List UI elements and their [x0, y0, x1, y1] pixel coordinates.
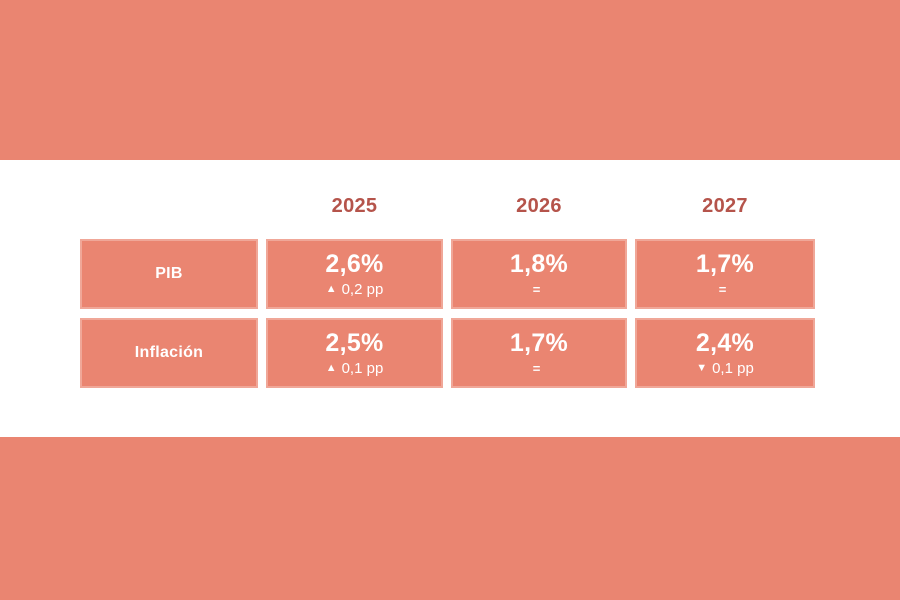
triangle-up-icon: ▲	[325, 282, 337, 295]
change-text: 0,1 pp	[712, 359, 754, 377]
equals-icon: =	[718, 281, 727, 297]
change-pib-2025: ▲ 0,2 pp	[326, 282, 384, 297]
year-header-2027: 2027	[702, 195, 748, 217]
year-header-row: 2025 2026 2027	[80, 195, 815, 218]
forecast-table: PIB 2,6% ▲ 0,2 pp 1,8% = 1,7% = Inflació…	[80, 239, 815, 388]
change-text: 0,1 pp	[341, 359, 384, 377]
cell-inflacion-2025: 2,5% ▲ 0,1 pp	[266, 318, 443, 388]
cell-inflacion-2026: 1,7% =	[451, 318, 627, 388]
value-pib-2027: 1,7%	[695, 250, 755, 279]
year-header-spacer	[80, 195, 258, 218]
row-label-inflacion: Inflación	[80, 318, 258, 388]
change-inflacion-2025: ▲ 0,1 pp	[326, 361, 384, 376]
triangle-down-icon: ▼	[696, 361, 708, 374]
value-pib-2025: 2,6%	[325, 250, 384, 279]
year-header-2025: 2025	[331, 195, 378, 217]
change-text: 0,2 pp	[341, 280, 384, 298]
value-inflacion-2027: 2,4%	[695, 329, 755, 358]
change-inflacion-2026: =	[533, 361, 546, 376]
cell-pib-2027: 1,7% =	[635, 239, 815, 309]
year-header-2026: 2026	[516, 195, 562, 217]
change-pib-2027: =	[719, 282, 732, 297]
cell-pib-2025: 2,6% ▲ 0,2 pp	[266, 239, 443, 309]
change-pib-2026: =	[533, 282, 546, 297]
value-pib-2026: 1,8%	[509, 250, 569, 279]
bottom-color-band	[0, 437, 900, 600]
triangle-up-icon: ▲	[325, 361, 337, 374]
value-inflacion-2026: 1,7%	[509, 329, 569, 358]
equals-icon: =	[532, 281, 541, 297]
value-inflacion-2025: 2,5%	[325, 329, 384, 358]
cell-pib-2026: 1,8% =	[451, 239, 627, 309]
change-inflacion-2027: ▼ 0,1 pp	[696, 361, 754, 376]
cell-inflacion-2027: 2,4% ▼ 0,1 pp	[635, 318, 815, 388]
top-color-band	[0, 0, 900, 160]
row-label-pib: PIB	[80, 239, 258, 309]
equals-icon: =	[532, 360, 541, 376]
